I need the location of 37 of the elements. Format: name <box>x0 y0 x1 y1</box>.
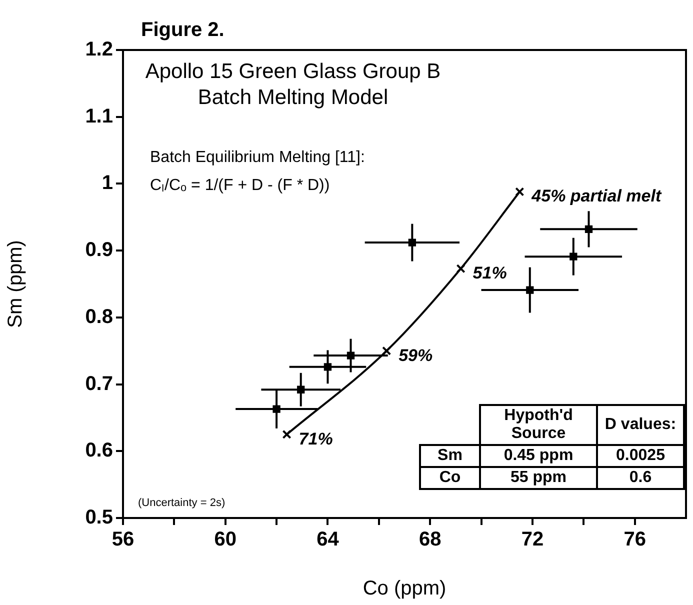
point <box>282 430 292 439</box>
annotation: 45% partial melt <box>530 186 662 206</box>
x-tick-label: 68 <box>418 528 442 551</box>
y-tick-label: 0.5 <box>85 506 113 529</box>
y-tick-label: 1.2 <box>85 38 113 61</box>
y-tick-label: 0.8 <box>85 306 113 328</box>
y-tick-label: 0.6 <box>85 440 113 462</box>
annotation: Sm <box>420 445 480 467</box>
y-tick-label: 1.1 <box>85 105 113 128</box>
point <box>456 264 466 274</box>
y-tick-label: 0.9 <box>85 239 113 262</box>
x-tick-label: 60 <box>214 528 236 551</box>
x-tick-label: 76 <box>624 528 646 551</box>
annotation: 71% <box>298 429 333 448</box>
x-tick-label: 64 <box>316 528 340 551</box>
annotation: (Uncertainty = 2s) <box>138 497 226 509</box>
point <box>382 346 392 356</box>
x-axis-title: Co (ppm) <box>362 578 446 600</box>
point <box>515 187 524 196</box>
annotation: 0.6 <box>597 467 684 489</box>
chart-title: Figure 2. <box>141 19 224 41</box>
annotation: Co <box>420 467 480 489</box>
annotation: Batch Equilibrium Melting [11]: <box>150 149 365 166</box>
y-tick-label: 0.7 <box>85 372 113 395</box>
annotation: Hypoth'd Source <box>480 405 597 445</box>
annotation: 0.45 ppm <box>480 445 597 467</box>
text: Apollo 15 Green Glass Group B Batch Melting Model <box>145 60 441 109</box>
annotation: 51% <box>472 264 507 283</box>
x-tick-label: 56 <box>112 528 134 551</box>
x-tick-label: 72 <box>521 528 544 551</box>
annotation: Cₗ/Cₒ = 1/(F + D - (F * D)) <box>150 177 330 194</box>
y-axis-title: Sm (ppm) <box>4 240 27 328</box>
annotation: 55 ppm <box>480 467 597 489</box>
annotation: 0.0025 <box>597 445 684 467</box>
annotation: D values: <box>597 405 684 445</box>
annotation: 59% <box>398 346 433 365</box>
y-tick-label: 1 <box>102 172 113 194</box>
